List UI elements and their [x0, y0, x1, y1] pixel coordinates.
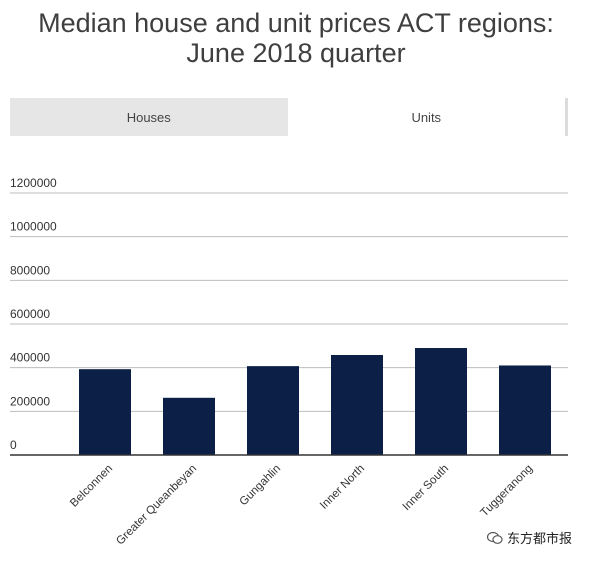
watermark-text: 东方都市报 — [506, 531, 572, 546]
x-tick-label: Inner North — [318, 463, 367, 512]
bar — [499, 365, 551, 455]
watermark: 东方都市报 — [486, 528, 572, 547]
y-tick-label: 600000 — [10, 307, 50, 321]
tab-units[interactable]: Units — [287, 98, 565, 136]
wechat-bubble-icon — [486, 531, 503, 545]
tab-bar: Houses Units — [10, 98, 568, 136]
bar — [247, 366, 299, 455]
bar — [163, 397, 215, 455]
y-tick-label: 200000 — [10, 394, 50, 408]
y-tick-label: 800000 — [10, 263, 50, 277]
chart-title-line-2: June 2018 quarter — [186, 38, 406, 68]
bar — [79, 369, 131, 455]
y-tick-label: 0 — [10, 438, 17, 452]
chart-title: Median house and unit prices ACT regions… — [0, 8, 592, 68]
chart-title-line-1: Median house and unit prices ACT regions… — [38, 8, 554, 38]
x-tick-label: Tuggeranong — [479, 463, 536, 520]
bar — [331, 355, 383, 455]
bar — [415, 348, 467, 455]
x-tick-label: Gungahlin — [238, 463, 284, 509]
y-tick-label: 1000000 — [10, 220, 57, 234]
tab-houses[interactable]: Houses — [10, 98, 288, 136]
x-tick-label: Greater Queanbeyan — [114, 463, 199, 548]
x-tick-label: Inner South — [401, 463, 452, 514]
y-tick-label: 1200000 — [10, 176, 57, 190]
x-tick-label: Belconnen — [68, 463, 115, 510]
y-tick-label: 400000 — [10, 351, 50, 365]
